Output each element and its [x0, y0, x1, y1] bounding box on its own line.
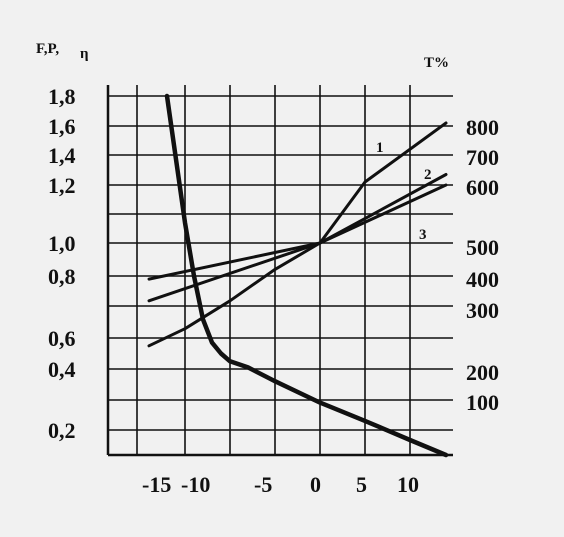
y-right-axis-label: T% [424, 55, 449, 71]
x-tick-labels: -15 -10 -5 0 5 10 [142, 472, 419, 497]
series-line-1 [147, 121, 448, 348]
x-tick-label: 5 [356, 472, 367, 497]
y-right-tick-labels: 800 700 600 500 400 300 200 100 [466, 115, 499, 415]
y-left-tick-label: 1,8 [48, 84, 76, 109]
y-right-tick-label: 300 [466, 298, 499, 323]
y-right-tick-label: 800 [466, 115, 499, 140]
curve-label-2: 2 [424, 167, 432, 183]
y-left-tick-label: 0,2 [48, 418, 76, 443]
y-left-tick-label: 0,6 [48, 326, 76, 351]
y-right-tick-label: 200 [466, 360, 499, 385]
y-left-tick-labels: 1,8 1,6 1,4 1,2 1,0 0,8 0,6 0,4 0,2 [48, 84, 76, 443]
y-left-tick-label: 0,4 [48, 357, 76, 382]
series-line-hyperbolic [164, 93, 449, 458]
y-right-tick-label: 500 [466, 235, 499, 260]
x-tick-label: -10 [181, 472, 210, 497]
y-right-tick-label: 700 [466, 145, 499, 170]
x-tick-label: -15 [142, 472, 171, 497]
y-left-axis-label: F,P, [36, 41, 59, 57]
y-left-tick-label: 0,8 [48, 264, 76, 289]
y-left-tick-label: 1,2 [48, 173, 76, 198]
grid [106, 85, 453, 457]
x-tick-label: 0 [310, 472, 321, 497]
y-left-tick-label: 1,6 [48, 114, 76, 139]
y-right-tick-label: 100 [466, 390, 499, 415]
curves [147, 93, 449, 458]
curve-label-3: 3 [419, 227, 427, 243]
eta-symbol-icon: η [80, 46, 89, 62]
series-line-3 [147, 183, 448, 281]
curve-labels: 1 2 3 [376, 140, 432, 243]
y-right-tick-label: 600 [466, 175, 499, 200]
y-left-tick-label: 1,0 [48, 231, 76, 256]
curve-label-1: 1 [376, 140, 384, 156]
y-right-tick-label: 400 [466, 267, 499, 292]
y-left-tick-label: 1,4 [48, 143, 76, 168]
x-tick-label: -5 [254, 472, 272, 497]
x-tick-label: 10 [397, 472, 419, 497]
